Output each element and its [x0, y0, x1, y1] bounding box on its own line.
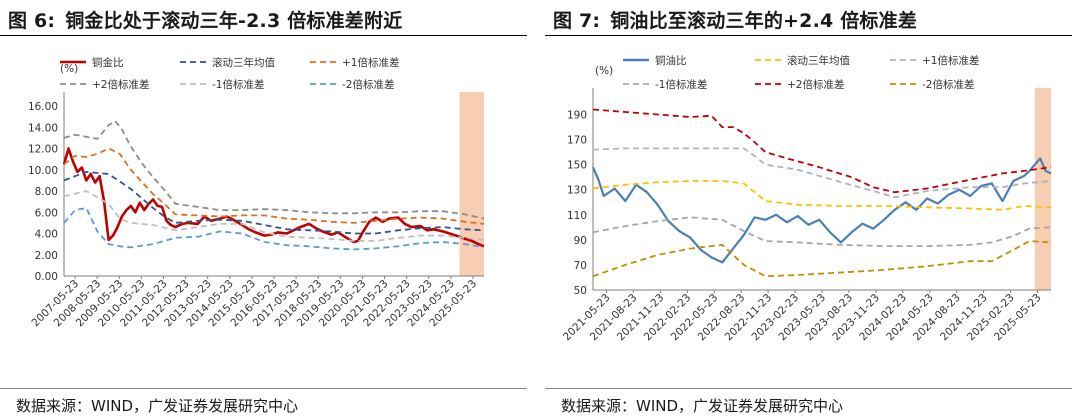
- legend-label: +1倍标准差: [922, 54, 979, 67]
- highlight-band: [1034, 88, 1051, 290]
- y-tick-label: 0.00: [35, 271, 58, 283]
- chart-panel-copper-oil: 图 7: 铜油比至滚动三年的+2.4 倍标准差 (%) 190 170 150 130 11…: [545, 0, 1080, 420]
- title-rule: [545, 35, 1072, 36]
- chart-panel-copper-gold: 图 6: 铜金比处于滚动三年-2.3 倍标准差附近 (%) 16.00 14.00 12…: [0, 0, 535, 420]
- data-source: 数据来源：WIND，广发证券发展研究中心: [561, 397, 844, 415]
- legend-label: +2倍标准差: [92, 78, 149, 91]
- title-rule: [0, 35, 527, 36]
- series-line-3: [63, 120, 485, 220]
- y-tick-label: 4.00: [35, 229, 58, 241]
- y-tick-label: 2.00: [35, 250, 58, 262]
- legend-label: 铜金比: [92, 56, 124, 69]
- y-tick-label: 130: [567, 185, 587, 197]
- y-tick-label: 170: [567, 135, 587, 147]
- copper-gold-chart: (%) 16.00 14.00 12.00 10.00 8.00 6.00 4.00 2.00 0…: [28, 56, 485, 329]
- series-line-3: [592, 216, 1052, 248]
- highlight-band: [459, 92, 484, 276]
- y-tick-label: 14.00: [28, 122, 58, 134]
- series-line-2: [63, 147, 485, 225]
- series-line-1: [592, 180, 1052, 211]
- y-tick-label: 8.00: [35, 186, 58, 198]
- unit-label: (%): [595, 65, 613, 77]
- series-line-4: [63, 190, 485, 242]
- y-tick-label: 16.00: [28, 101, 58, 113]
- legend-label: -2倍标准差: [922, 78, 974, 91]
- series-line-1: [63, 170, 485, 235]
- series-line-0: [62, 147, 485, 248]
- legend-label: -1倍标准差: [212, 78, 264, 91]
- legend-label: 滚动三年均值: [212, 56, 275, 69]
- series-line-2: [592, 147, 1052, 199]
- series-line-5: [592, 240, 1052, 278]
- y-tick-label: 6.00: [35, 207, 58, 219]
- series-line-5: [63, 207, 485, 251]
- legend-label: -2倍标准差: [342, 78, 394, 91]
- unit-label: (%): [60, 63, 78, 75]
- y-tick-label: 70: [574, 260, 587, 272]
- y-tick-label: 110: [567, 210, 587, 222]
- chart-title: 图 7: 铜油比至滚动三年的+2.4 倍标准差: [553, 6, 917, 33]
- y-tick-label: 150: [567, 160, 587, 172]
- legend-label: -1倍标准差: [655, 78, 707, 91]
- series-line-4: [592, 108, 1052, 194]
- legend-label: 滚动三年均值: [787, 54, 850, 67]
- y-tick-label: 12.00: [28, 144, 58, 156]
- chart-title: 图 6: 铜金比处于滚动三年-2.3 倍标准差附近: [8, 6, 402, 33]
- data-source: 数据来源：WIND，广发证券发展研究中心: [16, 397, 299, 415]
- series-line-0: [591, 157, 1052, 264]
- legend-label: +2倍标准差: [787, 78, 844, 91]
- source-rule: [0, 388, 527, 389]
- source-rule: [545, 388, 1072, 389]
- figure-title: 铜油比至滚动三年的+2.4 倍标准差: [610, 10, 918, 32]
- legend-label: +1倍标准差: [342, 56, 399, 69]
- figure-title: 铜金比处于滚动三年-2.3 倍标准差附近: [65, 10, 403, 32]
- legend-label: 铜油比: [655, 54, 687, 67]
- y-tick-label: 50: [574, 285, 587, 297]
- y-tick-label: 190: [567, 110, 587, 122]
- figure-number: 图 6:: [8, 10, 56, 32]
- y-tick-label: 10.00: [28, 165, 58, 177]
- figure-number: 图 7:: [553, 10, 601, 32]
- copper-oil-chart: (%)1901701501301109070502021-05-232021-0…: [561, 54, 1052, 343]
- y-tick-label: 90: [574, 235, 587, 247]
